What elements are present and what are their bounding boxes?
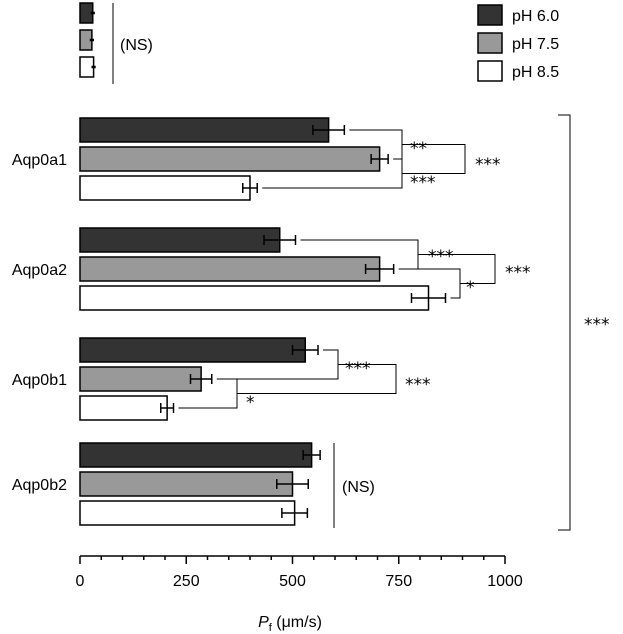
x-axis-label: Pf (μm/s) <box>258 614 322 634</box>
bar-4-series-2 <box>79 366 202 392</box>
bar-5-series-2 <box>79 471 294 497</box>
x-tick-label: 500 <box>279 573 306 590</box>
x-tick-label: 0 <box>76 573 85 590</box>
significance-label: (NS) <box>342 479 375 496</box>
significance-labels: (NS)**********************(NS)*** <box>120 37 610 496</box>
significance-label: (NS) <box>120 37 153 54</box>
category-label: Aqp0a1 <box>12 152 67 169</box>
significance-label: *** <box>410 173 436 193</box>
category-labels: Aqp0a1 Aqp0a2 Aqp0b1 Aqp0b2 <box>12 152 67 494</box>
bar-2-series-3 <box>79 175 251 201</box>
bar-5-series-3 <box>79 500 296 526</box>
significance-label: *** <box>505 263 531 283</box>
bar-5-series-1 <box>79 442 313 468</box>
x-tick-label: 250 <box>173 573 200 590</box>
significance-bracket <box>558 114 571 531</box>
significance-bracket <box>237 364 397 394</box>
significance-label: * <box>246 393 255 413</box>
category-label: Aqp0b2 <box>12 477 67 494</box>
bar-4-series-3 <box>79 395 168 421</box>
significance-brackets <box>112 3 571 531</box>
significance-label: *** <box>475 155 501 175</box>
bar-3-series-1 <box>79 227 281 253</box>
bar-4-series-1 <box>79 337 306 363</box>
bar-series <box>79 2 430 526</box>
bar-2-series-1 <box>79 117 330 143</box>
error-bars <box>89 11 447 518</box>
legend-swatch <box>477 32 503 54</box>
significance-label: * <box>466 278 475 298</box>
legend-label: pH 8.5 <box>512 64 559 81</box>
legend-swatch <box>477 60 503 82</box>
significance-bracket <box>418 254 496 284</box>
significance-bracket <box>402 144 466 174</box>
x-axis-label-symbol: P <box>258 614 269 631</box>
significance-bracket <box>178 379 238 409</box>
significance-label: *** <box>428 247 454 267</box>
category-label: Aqp0a2 <box>12 262 67 279</box>
x-tick-label: 750 <box>385 573 412 590</box>
bar-3-series-2 <box>79 256 381 282</box>
significance-bracket <box>262 159 403 189</box>
significance-label: ** <box>410 139 427 159</box>
legend-swatch <box>477 4 503 26</box>
legend: pH 6.0 pH 7.5 pH 8.5 <box>477 4 559 82</box>
significance-label: *** <box>345 359 371 379</box>
significance-label: *** <box>405 375 431 395</box>
legend-label: pH 7.5 <box>512 36 559 53</box>
x-axis: 0 250 500 750 1000 <box>76 555 523 590</box>
bar-3-series-3 <box>79 285 430 311</box>
bar-2-series-2 <box>79 146 381 172</box>
x-tick-label: 1000 <box>487 573 523 590</box>
legend-label: pH 6.0 <box>512 8 559 25</box>
x-axis-label-subscript: f <box>269 622 273 634</box>
significance-label: *** <box>584 315 610 335</box>
category-label: Aqp0b1 <box>12 372 67 389</box>
x-axis-label-unit: (μm/s) <box>272 614 322 631</box>
